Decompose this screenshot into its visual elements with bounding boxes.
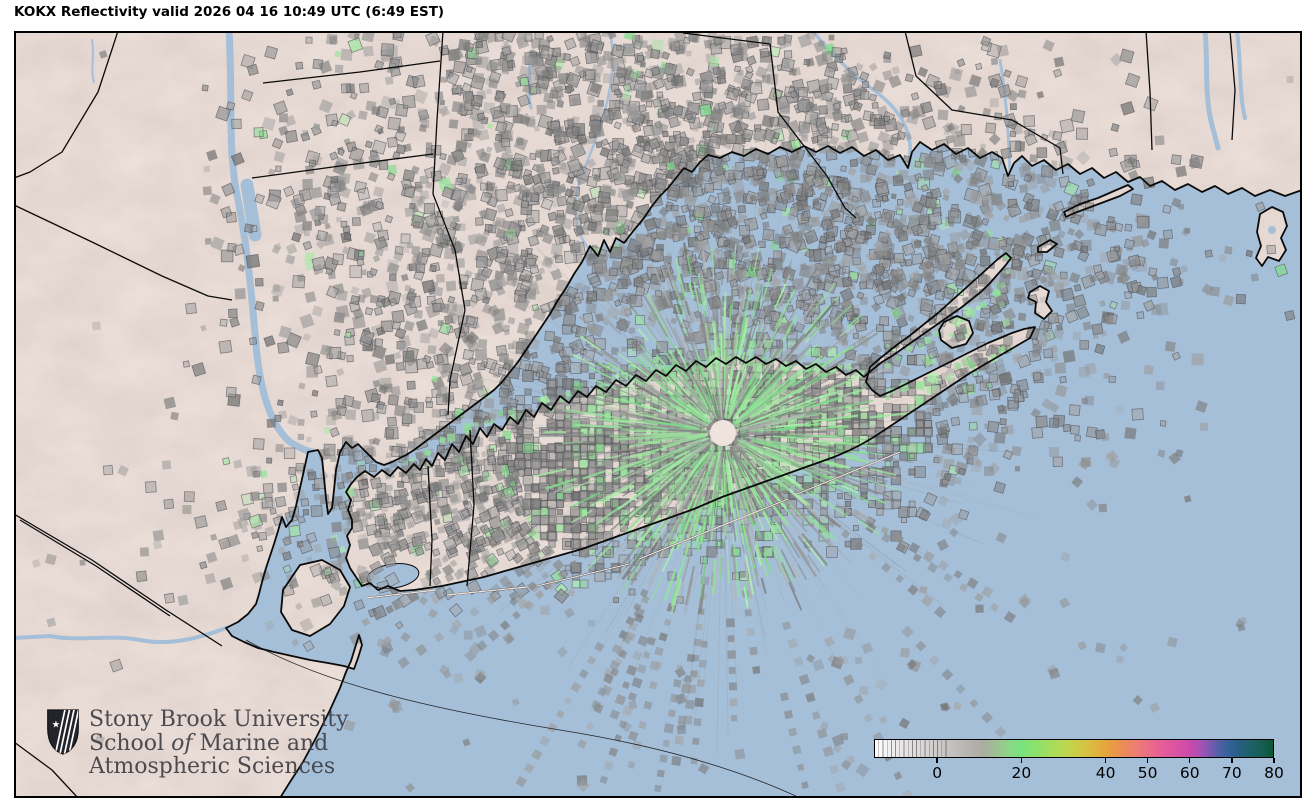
barrier-islands [365, 451, 901, 599]
stony-brook-logo: ★ Stony Brook University School of Marin… [46, 708, 349, 779]
colorbar-tick-label: 70 [1222, 764, 1242, 782]
logo-line-1: Stony Brook University [89, 707, 349, 732]
shield-star: ★ [52, 719, 61, 730]
colorbar-tick [1146, 758, 1149, 763]
colorbar-tick-label: 0 [932, 764, 943, 782]
colorbar-tick-label: 20 [1011, 764, 1032, 782]
colorbar-tick [1273, 758, 1275, 763]
colorbar-discrete-steps [875, 740, 947, 757]
map-svg [14, 31, 1302, 798]
county-lines [14, 31, 1236, 798]
coastlines-boundaries [14, 31, 1302, 798]
logo-line-2: School of Marine and [89, 730, 329, 756]
colorbar-tick [936, 758, 938, 763]
colorbar-tick-label: 60 [1179, 764, 1200, 782]
radar-site-marker [710, 420, 736, 446]
radar-reflectivity-layer [31, 31, 1296, 798]
colorbar-tick [1231, 758, 1233, 763]
colorbar-tick-label: 40 [1095, 764, 1116, 782]
bay-boundary-line [245, 639, 801, 798]
reflectivity-colorbar [874, 739, 1274, 758]
colorbar-tick-label: 80 [1264, 764, 1284, 782]
map-frame-border [14, 31, 1302, 798]
page-title: KOKX Reflectivity valid 2026 04 16 10:49… [14, 4, 445, 20]
logo-line-3: Atmospheric Sciences [89, 754, 336, 779]
colorbar-tick [1104, 758, 1107, 763]
stony-brook-shield-icon: ★ [47, 709, 79, 755]
logo-text: Stony Brook University School of Marine … [89, 708, 349, 779]
map-canvas [14, 31, 1302, 798]
colorbar-tick-label: 50 [1137, 764, 1158, 782]
colorbar-tick [1189, 758, 1191, 763]
colorbar-gradient [875, 740, 1273, 757]
colorbar-tick [1020, 758, 1023, 763]
